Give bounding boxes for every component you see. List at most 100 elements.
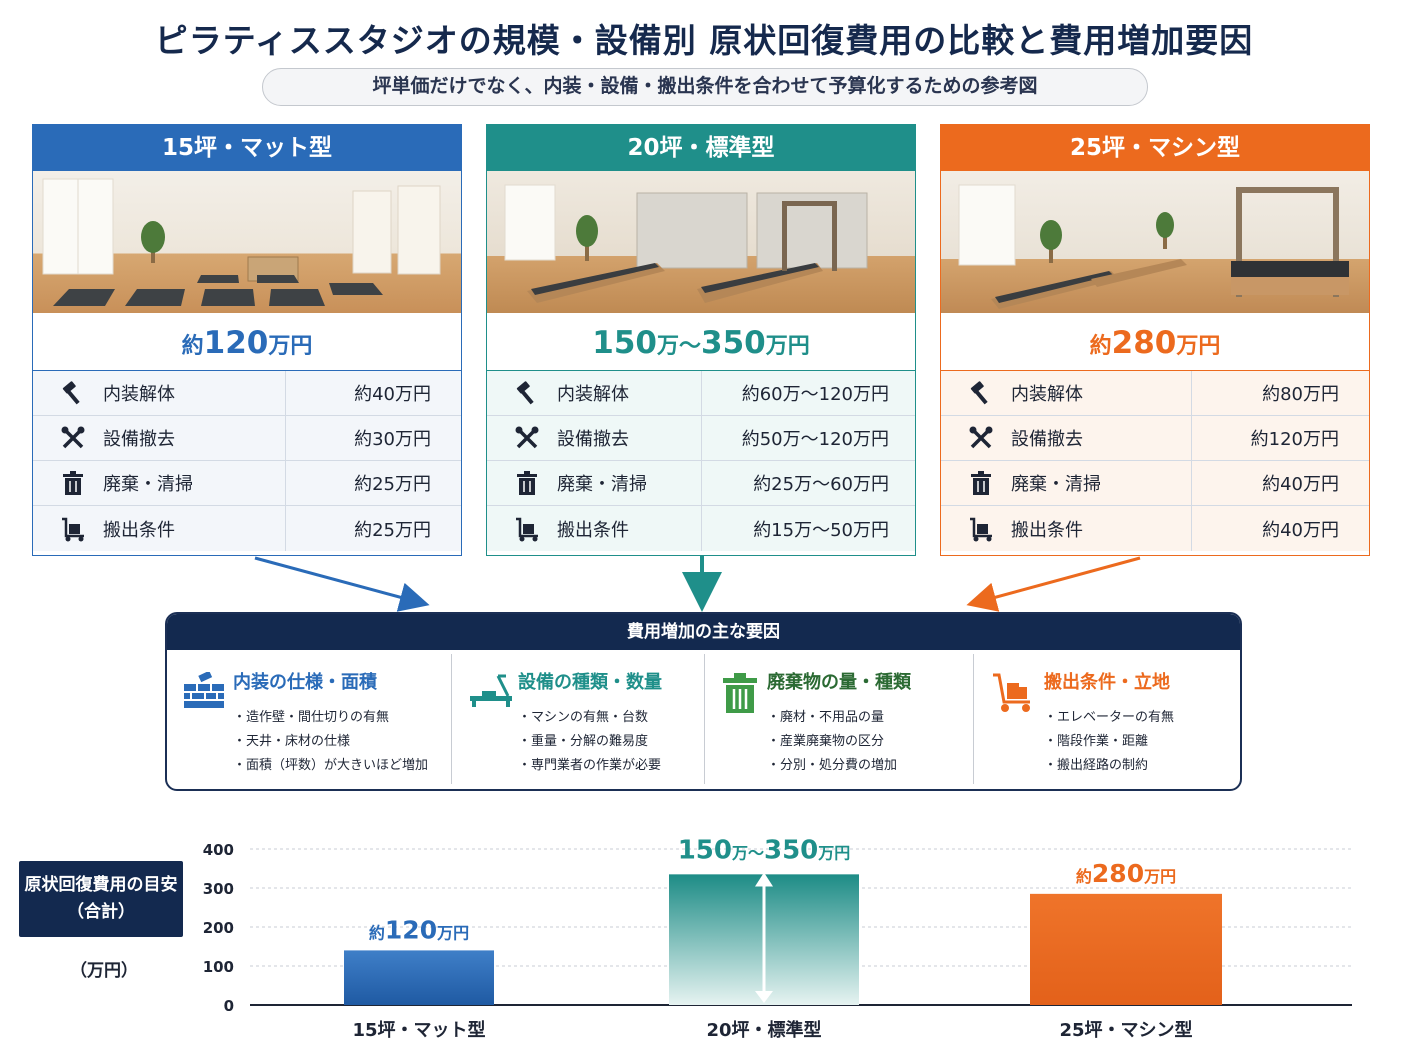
plan-card-20-standard: 20坪・標準型 150万～350万円 内装解体 約60万～120万円 (486, 124, 916, 556)
reformer-machine-icon (468, 672, 514, 714)
standard-studio-illustration (504, 184, 868, 303)
plan-card-25-machine: 25坪・マシン型 約280万円 内装解体 約80万円 設 (940, 124, 1370, 556)
factor-heading: 費用増加の主な要因 (167, 614, 1240, 650)
cost-label: 廃棄・清掃 (557, 474, 647, 495)
cost-value: 約15万～50万円 (753, 519, 889, 541)
total-unit: 万円 (1176, 334, 1221, 359)
hand-truck-icon (990, 672, 1034, 718)
y-tick-label: 200 (203, 919, 234, 937)
card-title: 25坪・マシン型 (941, 125, 1369, 171)
bar-value-label: 約280万円 (1076, 859, 1176, 888)
x-tick-label: 25坪・マシン型 (1059, 1019, 1192, 1041)
cost-value: 約40万円 (1262, 519, 1339, 541)
cost-breakdown: 内装解体 約60万～120万円 設備撤去 約50万～120万円 廃棄・清掃 約2… (487, 371, 915, 551)
cost-value: 約50万～120万円 (741, 429, 889, 450)
total-unit: 万円 (765, 334, 810, 359)
cost-label: 廃棄・清掃 (1011, 474, 1101, 495)
cost-value: 約40万円 (1262, 474, 1339, 495)
cost-label: 搬出条件 (557, 519, 629, 541)
cost-value: 約25万円 (354, 474, 431, 495)
factor-bullet: ・マシンの有無・台数 (518, 710, 649, 725)
arrow-blue (254, 556, 430, 612)
cost-row: 搬出条件 約15万～50万円 (487, 506, 915, 551)
trash-icon (55, 470, 91, 496)
range-arrow-head-bottom (755, 991, 773, 1003)
total-number-high: 350 (701, 325, 766, 361)
cost-bar-chart: 0 100 200 300 400 15坪・マット型 約120万円 20坪・標準型 150万～3… (203, 835, 1352, 1041)
y-tick-label: 100 (203, 958, 234, 976)
cost-label: 内装解体 (1011, 384, 1083, 405)
cost-row: 設備撤去 約30万円 (33, 416, 461, 461)
hammer-icon (509, 380, 545, 406)
cost-row: 設備撤去 約120万円 (941, 416, 1369, 461)
studio-photo-mat (33, 171, 461, 313)
factor-bullet: ・分別・処分費の増加 (767, 758, 898, 773)
total-unit-mid: 万～ (656, 334, 701, 359)
factor-bullet: ・重量・分解の難易度 (518, 734, 649, 749)
total-prefix: 約 (1089, 334, 1112, 359)
cost-label: 搬出条件 (1011, 519, 1083, 541)
factor-bullet: ・専門業者の作業が必要 (518, 758, 662, 773)
cost-row: 搬出条件 約40万円 (941, 506, 1369, 551)
cost-row: 廃棄・清掃 約25万円 (33, 461, 461, 506)
cost-row: 内装解体 約80万円 (941, 371, 1369, 416)
trash-icon (509, 470, 545, 496)
connector-arrows (254, 556, 1141, 612)
card-total: 150万～350万円 (487, 313, 915, 371)
y-axis-title: 原状回復費用の目安（合計） (19, 861, 183, 937)
factor-bullet: ・造作壁・間仕切りの有無 (233, 710, 390, 725)
card-total: 約280万円 (941, 313, 1369, 371)
cart-icon (963, 516, 999, 542)
hammer-icon (963, 380, 999, 406)
factor-interior: 内装の仕様・面積 ・造作壁・間仕切りの有無 ・天井・床材の仕様 ・面積（坪数）が… (167, 650, 451, 789)
factor-bullet: ・搬出経路の制約 (1044, 758, 1149, 773)
factor-bullet: ・面積（坪数）が大きいほど増加 (233, 758, 429, 773)
cost-value: 約40万円 (354, 384, 431, 405)
waste-bin-icon (721, 672, 759, 718)
tools-icon (55, 425, 91, 451)
factor-bullet: ・エレベーターの有無 (1044, 710, 1175, 725)
wall-icon (183, 670, 225, 714)
factor-waste: 廃棄物の量・種類 ・廃材・不用品の量 ・産業廃棄物の区分 ・分別・処分費の増加 (705, 650, 973, 789)
factor-bullet: ・産業廃棄物の区分 (767, 734, 885, 749)
cart-icon (509, 516, 545, 542)
bar (1030, 893, 1222, 1005)
studio-photo-machine (941, 171, 1369, 313)
factor-equipment: 設備の種類・数量 ・マシンの有無・台数 ・重量・分解の難易度 ・専門業者の作業が… (452, 650, 704, 789)
arrow-orange (966, 556, 1141, 612)
mat-studio-illustration (42, 178, 441, 306)
cost-breakdown: 内装解体 約40万円 設備撤去 約30万円 廃棄・清掃 約25万円 搬出条件 約… (33, 371, 461, 551)
factor-bullet: ・廃材・不用品の量 (767, 710, 885, 725)
cost-value: 約120万円 (1250, 429, 1339, 450)
cost-value: 約25万円 (354, 519, 431, 541)
total-prefix: 約 (181, 334, 204, 359)
cost-value: 約60万～120万円 (741, 384, 889, 405)
bar-value-label: 約120万円 (369, 915, 469, 944)
cost-row: 内装解体 約40万円 (33, 371, 461, 416)
cost-breakdown: 内装解体 約80万円 設備撤去 約120万円 廃棄・清掃 約40万円 搬出条件 … (941, 371, 1369, 551)
range-arrow-head-top (755, 872, 773, 887)
factor-title: 廃棄物の量・種類 (767, 672, 911, 693)
factor-title: 内装の仕様・面積 (233, 672, 377, 693)
factor-logistics: 搬出条件・立地 ・エレベーターの有無 ・階段作業・距離 ・搬出経路の制約 (974, 650, 1240, 789)
card-title: 15坪・マット型 (33, 125, 461, 171)
trash-icon (963, 470, 999, 496)
tools-icon (963, 425, 999, 451)
page-title: ピラティススタジオの規模・設備別 原状回復費用の比較と費用増加要因 (154, 21, 1254, 60)
factor-bullet: ・階段作業・距離 (1044, 734, 1149, 749)
cost-factor-panel: 費用増加の主な要因 内装の仕様・面積 ・造作壁・間仕切りの有無 ・天井・床材の仕… (165, 612, 1242, 791)
cost-label: 搬出条件 (103, 519, 175, 541)
cost-row: 廃棄・清掃 約40万円 (941, 461, 1369, 506)
cost-label: 内装解体 (103, 384, 175, 405)
y-tick-label: 300 (203, 880, 234, 898)
cost-label: 設備撤去 (103, 429, 175, 450)
cost-value: 約25万～60万円 (753, 474, 889, 495)
tools-icon (509, 425, 545, 451)
machine-studio-illustration (958, 184, 1349, 309)
y-tick-label: 400 (203, 841, 234, 859)
plan-card-15-mat: 15坪・マット型 約120万円 内装解体 約40万円 (32, 124, 462, 556)
total-number-low: 150 (592, 325, 657, 361)
total-number: 120 (203, 325, 269, 361)
cost-label: 設備撤去 (557, 429, 629, 450)
studio-photo-standard (487, 171, 915, 313)
